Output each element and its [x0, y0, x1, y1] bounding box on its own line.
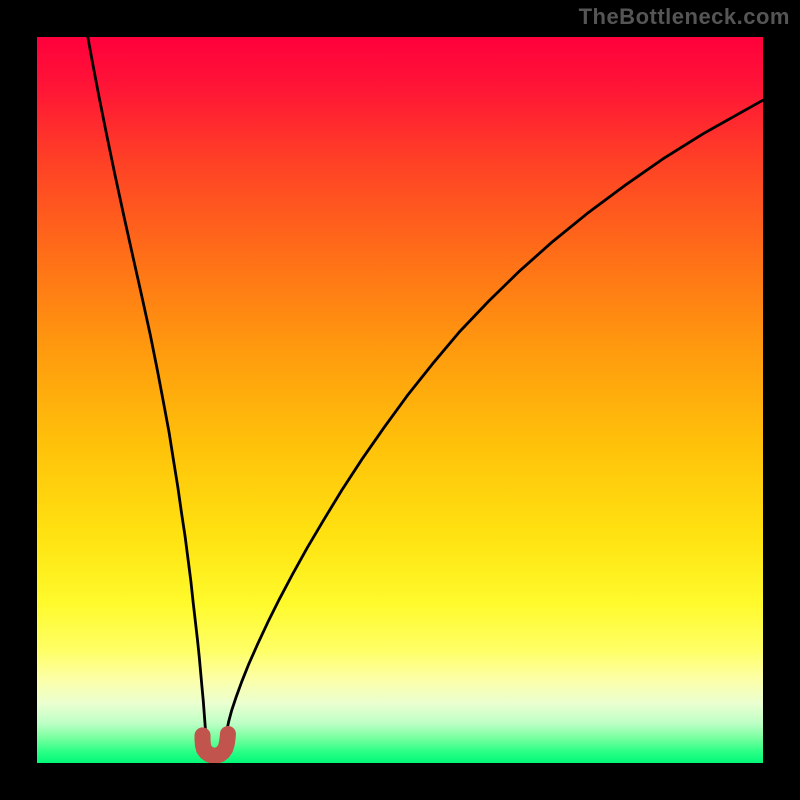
bottleneck-chart — [0, 0, 800, 800]
watermark-text: TheBottleneck.com — [579, 4, 790, 30]
